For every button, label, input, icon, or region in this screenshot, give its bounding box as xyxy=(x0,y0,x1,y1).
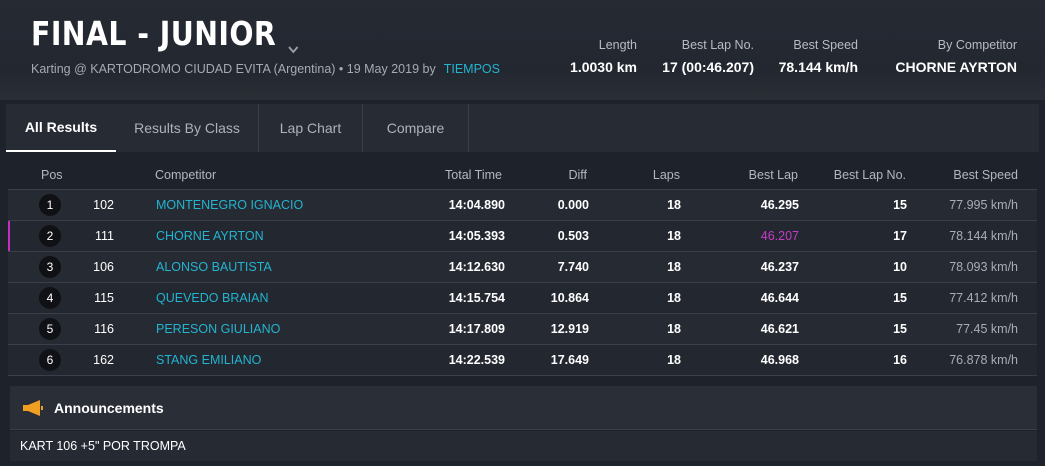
tab-lap-chart[interactable]: Lap Chart xyxy=(259,104,363,152)
stat-best-lap-no-value: 17 (00:46.207) xyxy=(662,59,754,75)
position-badge: 3 xyxy=(39,256,61,278)
laps: 18 xyxy=(667,291,681,305)
diff: 12.919 xyxy=(550,322,589,336)
col-pos[interactable]: Pos xyxy=(41,167,63,182)
best-speed: 77.995 km/h xyxy=(949,198,1018,212)
best-speed: 78.093 km/h xyxy=(949,260,1018,274)
stat-length-value: 1.0030 km xyxy=(570,59,637,75)
results-table: Pos Competitor Total Time Diff Laps Best… xyxy=(8,160,1037,376)
tab-results-by-class[interactable]: Results By Class xyxy=(116,104,259,152)
kart-number: 111 xyxy=(94,229,114,243)
laps: 18 xyxy=(667,198,681,212)
position-badge: 4 xyxy=(39,287,61,309)
competitor-name[interactable]: ALONSO BAUTISTA xyxy=(156,260,272,274)
total-time: 14:22.539 xyxy=(448,353,505,367)
laps: 18 xyxy=(667,322,681,336)
session-header: FINAL - JUNIOR Karting @ KARTODROMO CIUD… xyxy=(0,0,1045,100)
best-lap-no: 16 xyxy=(893,353,907,367)
best-lap-fastest: 46.207 xyxy=(760,229,799,243)
best-lap-no: 15 xyxy=(893,322,907,336)
best-lap-no: 10 xyxy=(893,260,907,274)
total-time: 14:12.630 xyxy=(448,260,505,274)
table-row[interactable]: 2 111 CHORNE AYRTON 14:05.393 0.503 18 4… xyxy=(8,221,1037,252)
competitor-name[interactable]: CHORNE AYRTON xyxy=(156,229,264,243)
results-tabs: All Results Results By Class Lap Chart C… xyxy=(6,104,1039,152)
best-lap: 46.968 xyxy=(760,353,799,367)
position-badge: 5 xyxy=(39,318,61,340)
best-speed: 77.45 km/h xyxy=(956,322,1018,336)
best-lap-no: 15 xyxy=(893,198,907,212)
stat-by-competitor-label: By Competitor xyxy=(937,38,1017,52)
competitor-name[interactable]: STANG EMILIANO xyxy=(156,353,262,367)
col-best-lap-no[interactable]: Best Lap No. xyxy=(833,167,906,182)
table-row[interactable]: 4 115 QUEVEDO BRAIAN 14:15.754 10.864 18… xyxy=(8,283,1037,314)
col-total-time[interactable]: Total Time xyxy=(445,167,502,182)
diff: 0.000 xyxy=(557,198,589,212)
tab-all-results[interactable]: All Results xyxy=(6,104,116,152)
position-badge: 2 xyxy=(39,225,61,247)
stat-length: Length 1.0030 km xyxy=(570,38,637,75)
session-title-wrap[interactable]: FINAL - JUNIOR xyxy=(31,14,300,53)
best-lap: 46.621 xyxy=(760,322,799,336)
stat-best-lap-no: Best Lap No. 17 (00:46.207) xyxy=(662,38,754,75)
competitor-name[interactable]: MONTENEGRO IGNACIO xyxy=(156,198,304,212)
stat-by-competitor-value: CHORNE AYRTON xyxy=(895,59,1017,75)
announcements-title: Announcements xyxy=(54,399,164,416)
diff: 0.503 xyxy=(557,229,589,243)
announcements-header: Announcements xyxy=(10,386,1037,430)
best-speed: 78.144 km/h xyxy=(949,229,1018,243)
kart-number: 115 xyxy=(94,291,114,305)
total-time: 14:15.754 xyxy=(448,291,505,305)
tab-compare[interactable]: Compare xyxy=(363,104,469,152)
stat-best-speed-value: 78.144 km/h xyxy=(778,59,858,75)
stat-best-speed: Best Speed 78.144 km/h xyxy=(779,38,858,75)
best-lap: 46.644 xyxy=(760,291,799,305)
kart-number: 106 xyxy=(93,260,114,274)
table-row[interactable]: 1 102 MONTENEGRO IGNACIO 14:04.890 0.000… xyxy=(8,190,1037,221)
total-time: 14:04.890 xyxy=(448,198,505,212)
kart-number: 102 xyxy=(93,198,114,212)
competitor-name[interactable]: QUEVEDO BRAIAN xyxy=(156,291,269,305)
col-diff[interactable]: Diff xyxy=(568,167,587,182)
position-badge: 1 xyxy=(39,194,61,216)
table-row[interactable]: 3 106 ALONSO BAUTISTA 14:12.630 7.740 18… xyxy=(8,252,1037,283)
announcement-text: KART 106 +5" POR TROMPA xyxy=(10,431,1037,461)
competitor-name[interactable]: PERESON GIULIANO xyxy=(156,322,281,336)
best-speed: 76.878 km/h xyxy=(949,353,1018,367)
col-best-speed[interactable]: Best Speed xyxy=(953,167,1018,182)
diff: 10.864 xyxy=(550,291,589,305)
stat-by-competitor: By Competitor CHORNE AYRTON xyxy=(895,38,1017,75)
kart-number: 116 xyxy=(94,322,114,336)
best-lap-no: 17 xyxy=(893,229,907,243)
stat-length-label: Length xyxy=(598,38,637,52)
table-header: Pos Competitor Total Time Diff Laps Best… xyxy=(8,160,1037,190)
laps: 18 xyxy=(667,229,681,243)
position-badge: 6 xyxy=(39,349,61,371)
total-time: 14:05.393 xyxy=(448,229,505,243)
best-lap: 46.237 xyxy=(760,260,799,274)
chevron-down-icon[interactable] xyxy=(287,26,301,53)
source-link[interactable]: TIEMPOS xyxy=(443,62,500,76)
col-laps[interactable]: Laps xyxy=(652,167,680,182)
col-best-lap[interactable]: Best Lap xyxy=(748,167,798,182)
megaphone-icon xyxy=(22,399,44,417)
best-lap-no: 15 xyxy=(893,291,907,305)
session-title: FINAL - JUNIOR xyxy=(31,14,277,53)
diff: 17.649 xyxy=(550,353,589,367)
stat-best-speed-label: Best Speed xyxy=(793,38,858,52)
kart-number: 162 xyxy=(93,353,114,367)
total-time: 14:17.809 xyxy=(448,322,505,336)
table-row[interactable]: 5 116 PERESON GIULIANO 14:17.809 12.919 … xyxy=(8,314,1037,345)
diff: 7.740 xyxy=(557,260,589,274)
table-row[interactable]: 6 162 STANG EMILIANO 14:22.539 17.649 18… xyxy=(8,345,1037,376)
stat-best-lap-no-label: Best Lap No. xyxy=(681,38,754,52)
best-lap: 46.295 xyxy=(760,198,799,212)
col-competitor[interactable]: Competitor xyxy=(155,167,217,182)
session-meta: Karting @ KARTODROMO CIUDAD EVITA (Argen… xyxy=(31,62,436,76)
best-speed: 77.412 km/h xyxy=(949,291,1018,305)
session-subtitle: Karting @ KARTODROMO CIUDAD EVITA (Argen… xyxy=(31,62,500,76)
laps: 18 xyxy=(667,260,681,274)
laps: 18 xyxy=(667,353,681,367)
